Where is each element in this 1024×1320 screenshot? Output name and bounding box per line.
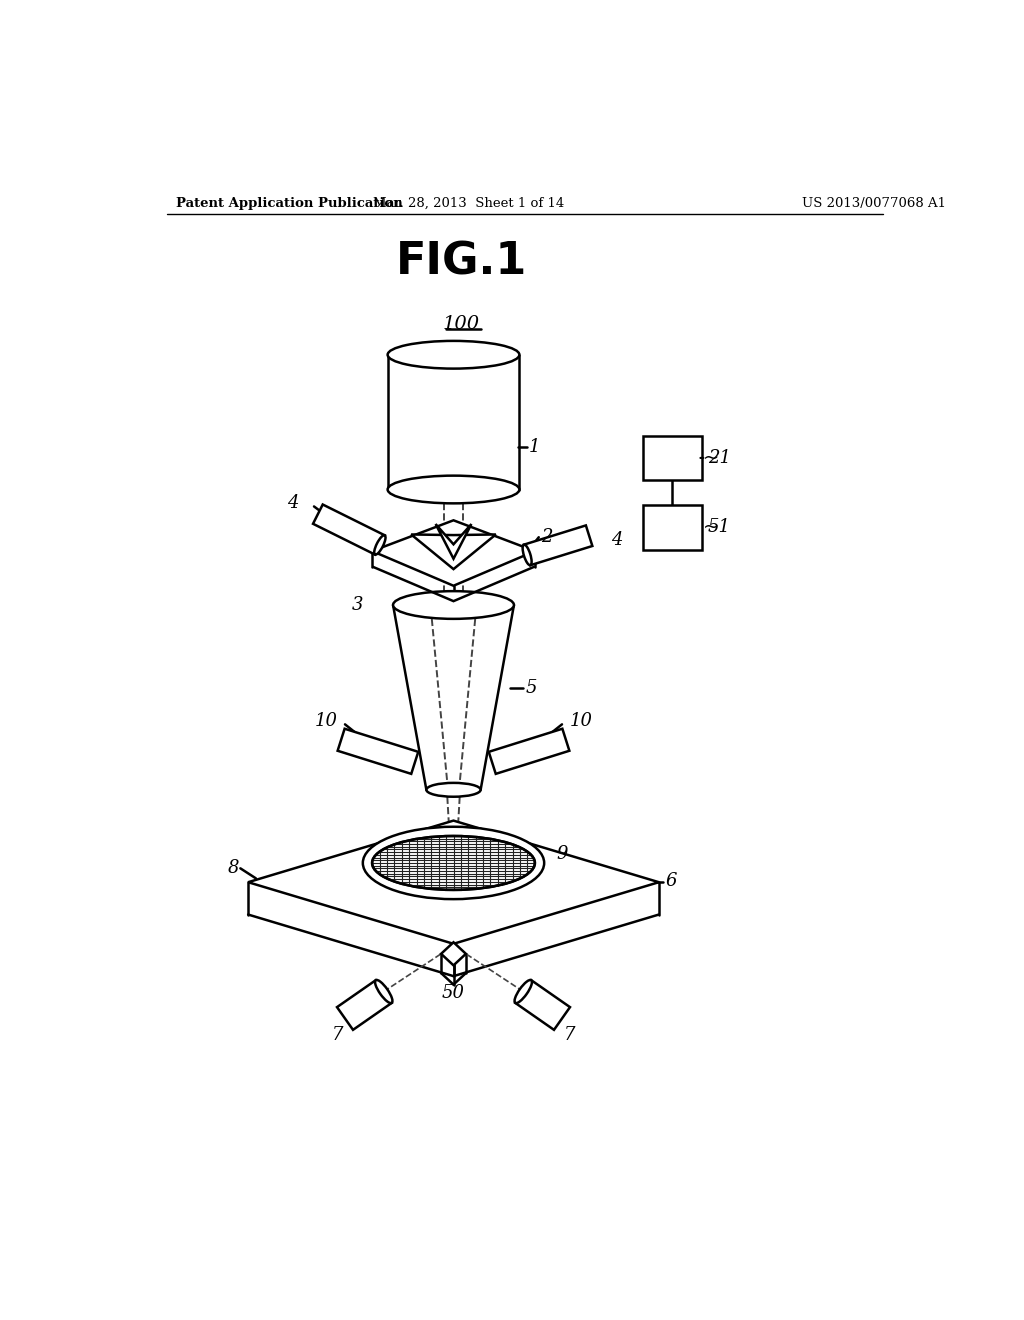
Polygon shape [412, 535, 496, 569]
Ellipse shape [388, 475, 519, 503]
Text: 3: 3 [351, 597, 362, 614]
Text: 7: 7 [564, 1027, 575, 1044]
Text: 9: 9 [557, 845, 568, 863]
Ellipse shape [514, 979, 531, 1003]
Text: 8: 8 [227, 859, 239, 878]
Polygon shape [524, 525, 592, 565]
Ellipse shape [362, 826, 544, 899]
Text: 10: 10 [314, 711, 337, 730]
Text: 7: 7 [332, 1027, 343, 1044]
Text: US 2013/0077068 A1: US 2013/0077068 A1 [802, 197, 946, 210]
Polygon shape [338, 729, 418, 774]
Text: 100: 100 [442, 315, 480, 333]
Ellipse shape [372, 836, 535, 890]
Text: 4: 4 [287, 494, 299, 512]
Ellipse shape [388, 341, 519, 368]
Bar [643, 436, 701, 480]
Polygon shape [441, 942, 466, 965]
Text: ~: ~ [703, 449, 720, 467]
Ellipse shape [375, 979, 392, 1003]
Text: 10: 10 [569, 711, 593, 730]
Ellipse shape [393, 591, 514, 619]
Text: 5: 5 [525, 680, 537, 697]
Ellipse shape [426, 783, 480, 797]
Text: 51: 51 [708, 519, 731, 536]
Ellipse shape [522, 545, 531, 565]
Bar [643, 506, 701, 549]
Text: Mar. 28, 2013  Sheet 1 of 14: Mar. 28, 2013 Sheet 1 of 14 [374, 197, 564, 210]
Text: 21: 21 [708, 449, 731, 467]
Polygon shape [248, 821, 658, 944]
Text: 2: 2 [541, 528, 553, 546]
Polygon shape [337, 981, 392, 1030]
Polygon shape [488, 729, 569, 774]
Text: Patent Application Publication: Patent Application Publication [176, 197, 402, 210]
Polygon shape [372, 520, 535, 586]
Polygon shape [435, 524, 471, 558]
Text: 50: 50 [442, 985, 465, 1002]
Ellipse shape [374, 535, 385, 554]
Text: 6: 6 [665, 871, 677, 890]
Text: FIG.1: FIG.1 [395, 240, 527, 284]
Polygon shape [313, 504, 385, 554]
Text: 4: 4 [611, 531, 623, 549]
Text: ~: ~ [703, 517, 720, 537]
Text: 1: 1 [528, 438, 541, 457]
Polygon shape [515, 981, 570, 1030]
